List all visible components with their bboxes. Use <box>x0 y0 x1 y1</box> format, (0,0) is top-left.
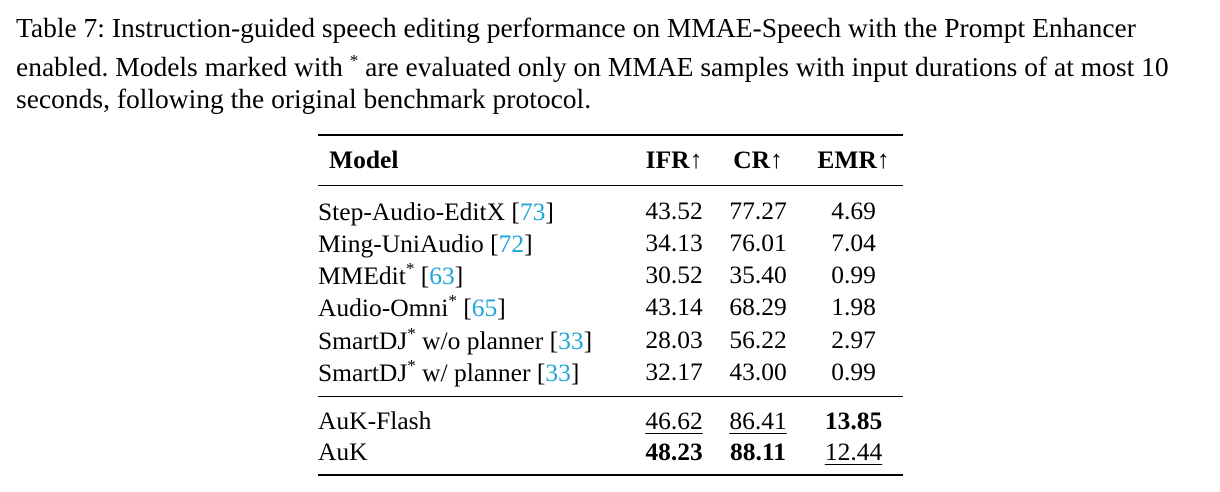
emr-cell: 12.44 <box>804 436 903 477</box>
model-cell: Audio-Omni* [65] <box>318 291 506 323</box>
ifr-cell: 32.17 <box>636 355 712 397</box>
model-cell: SmartDJ* w/o planner [33] <box>318 323 593 355</box>
model-suffix: w/ planner <box>415 357 531 387</box>
header-ifr: IFR↑ <box>636 134 712 186</box>
star-mark: * <box>407 323 416 343</box>
ifr-cell: 34.13 <box>645 228 703 258</box>
model-suffix: w/o planner <box>415 325 544 355</box>
header-emr: EMR↑ <box>804 134 903 186</box>
citation-link[interactable]: 73 <box>519 196 546 226</box>
ifr-value-best: 48.23 <box>645 436 703 466</box>
table-row: Ming-UniAudio [72] 34.13 76.01 7.04 <box>318 227 903 259</box>
cr-cell: 77.27 <box>729 195 787 225</box>
ifr-value-second-best: 46.62 <box>645 405 703 435</box>
cr-cell: 68.29 <box>729 292 787 322</box>
emr-cell: 4.69 <box>831 195 876 225</box>
ifr-cell: 43.52 <box>645 195 703 225</box>
model-cell: Ming-UniAudio [72] <box>318 229 533 259</box>
model-name: SmartDJ <box>318 325 408 355</box>
cr-cell: 35.40 <box>729 260 787 290</box>
table-row: AuK-Flash 46.62 86.41 13.85 <box>318 396 903 436</box>
header-cr: CR↑ <box>712 134 804 186</box>
table-header-row: Model IFR↑ CR↑ EMR↑ <box>318 134 903 186</box>
table-row: SmartDJ* w/o planner [33] 28.03 56.22 2.… <box>318 324 903 356</box>
table-caption: Table 7: Instruction-guided speech editi… <box>16 12 1212 116</box>
model-cell: MMEdit* [63] <box>318 259 464 291</box>
table-row: Step-Audio-EditX [73] 43.52 77.27 4.69 <box>318 185 903 227</box>
citation-link[interactable]: 72 <box>498 229 525 259</box>
table-row: SmartDJ* w/ planner [33] 32.17 43.00 0.9… <box>318 355 903 397</box>
cr-cell: 88.11 <box>712 436 804 477</box>
table-row: MMEdit* [63] 30.52 35.40 0.99 <box>318 259 903 291</box>
baseline-rows: Step-Audio-EditX [73] 43.52 77.27 4.69 M… <box>318 185 903 397</box>
model-name: AuK <box>318 436 636 477</box>
emr-value-best: 13.85 <box>824 405 883 435</box>
model-name: Ming-UniAudio <box>318 229 484 259</box>
caption-star-mark: * <box>349 50 359 70</box>
model-cell: SmartDJ* w/ planner [33] <box>318 355 636 397</box>
emr-cell: 13.85 <box>804 396 903 436</box>
model-name: Step-Audio-EditX <box>318 196 505 226</box>
cr-cell: 56.22 <box>729 324 787 354</box>
star-mark: * <box>448 291 457 311</box>
ifr-cell: 46.62 <box>636 396 712 436</box>
star-mark: * <box>405 259 415 279</box>
citation-link[interactable]: 63 <box>429 261 455 291</box>
emr-cell: 2.97 <box>831 324 876 354</box>
table-row: Audio-Omni* [65] 43.14 68.29 1.98 <box>318 291 903 323</box>
table-row: AuK 48.23 88.11 12.44 <box>318 436 903 477</box>
ifr-cell: 30.52 <box>645 260 703 290</box>
cr-cell: 43.00 <box>712 355 804 397</box>
results-table: Model IFR↑ CR↑ EMR↑ Step-Audio-EditX [73… <box>318 134 903 477</box>
caption-text-part1: Table 7: Instruction-guided speech editi… <box>16 12 1136 82</box>
emr-cell: 0.99 <box>831 260 876 290</box>
citation-link[interactable]: 65 <box>471 293 498 323</box>
header-model: Model <box>318 134 636 186</box>
model-cell: Step-Audio-EditX [73] <box>318 196 554 226</box>
model-name: SmartDJ <box>318 357 408 387</box>
ifr-cell: 28.03 <box>645 324 703 354</box>
ifr-cell: 43.14 <box>645 292 703 322</box>
caption-text-part2: are evaluated only on MMAE samples with … <box>16 50 1169 115</box>
proposed-rows: AuK-Flash 46.62 86.41 13.85 AuK 48.23 88… <box>318 396 903 477</box>
model-name: AuK-Flash <box>318 405 432 435</box>
emr-cell: 0.99 <box>804 355 903 397</box>
emr-cell: 7.04 <box>831 228 876 258</box>
emr-value-second-best: 12.44 <box>824 436 883 466</box>
star-mark: * <box>407 355 416 375</box>
model-name: Audio-Omni <box>318 293 449 323</box>
emr-cell: 1.98 <box>831 292 876 322</box>
cr-cell: 76.01 <box>729 228 787 258</box>
citation-link[interactable]: 33 <box>558 325 584 355</box>
model-name: MMEdit <box>318 261 406 291</box>
cr-value-second-best: 86.41 <box>729 405 787 435</box>
ifr-cell: 48.23 <box>636 436 712 477</box>
citation-link[interactable]: 33 <box>545 357 571 387</box>
cr-cell: 86.41 <box>712 396 804 436</box>
cr-value-best: 88.11 <box>730 436 786 466</box>
